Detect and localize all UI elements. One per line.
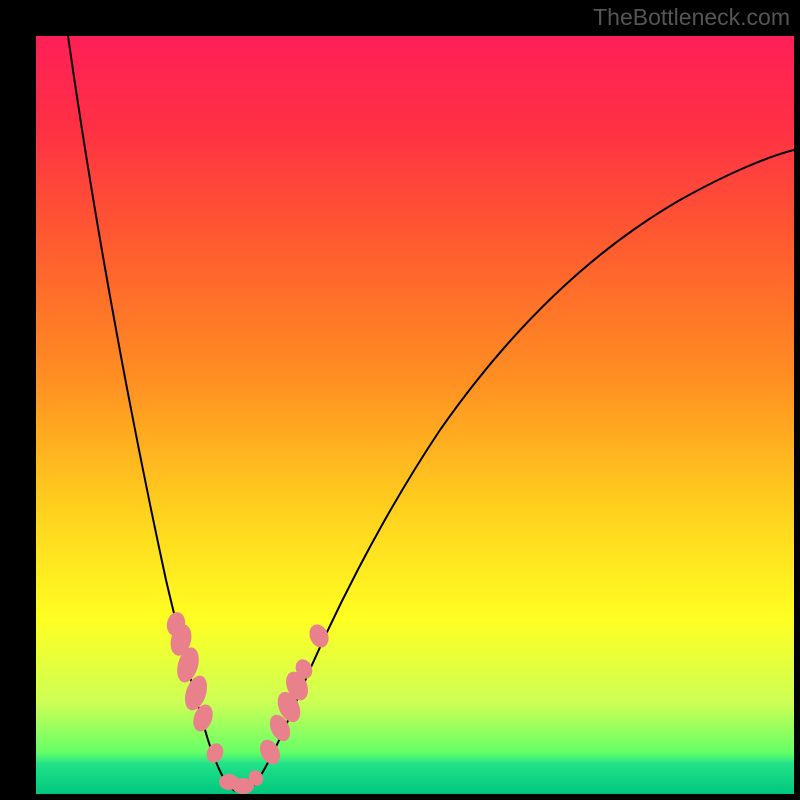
plot-background <box>36 36 794 794</box>
chart-svg <box>0 0 800 800</box>
watermark-text: TheBottleneck.com <box>593 4 790 31</box>
chart-stage: TheBottleneck.com <box>0 0 800 800</box>
